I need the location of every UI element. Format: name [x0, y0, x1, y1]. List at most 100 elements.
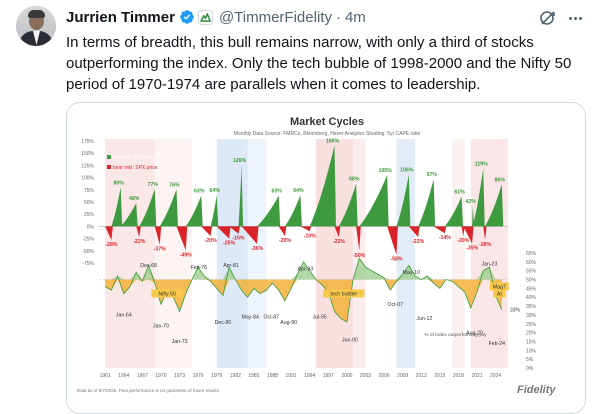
bull-peak-label: 166% — [326, 138, 340, 144]
breadth-annotation: Jan-64 — [116, 313, 132, 319]
breadth-below-threshold-area — [105, 279, 502, 322]
annotation-box — [151, 289, 183, 298]
breadth-annotation: May-10 — [403, 270, 420, 276]
lower-y-tick-label: 15% — [526, 339, 537, 345]
chart-footnote: Data as of 9/7/2025. Past performance is… — [77, 388, 220, 393]
bear-trough-label: -49% — [180, 252, 192, 258]
bull-peak-label: 106% — [400, 168, 414, 174]
upper-y-tick-label: 50% — [84, 200, 95, 206]
x-tick-label: 2009 — [397, 373, 408, 379]
x-tick-label: 1967 — [137, 373, 148, 379]
bear-market-area — [461, 226, 465, 237]
breadth-annotation: Mag7 — [493, 284, 506, 290]
avatar[interactable] — [16, 6, 56, 46]
bear-trough-label: -25% — [223, 241, 235, 247]
upper-y-tick-label: 25% — [84, 212, 95, 218]
grok-icon[interactable] — [538, 8, 558, 28]
upper-y-tick-label: -50% — [82, 249, 94, 255]
upper-y-tick-label: 175% — [81, 139, 94, 145]
bear-trough-label: -22% — [133, 239, 145, 245]
bull-market-area — [284, 195, 302, 227]
bear-market-area — [387, 226, 398, 255]
bull-peak-label: 64% — [293, 188, 304, 194]
bear-market-area — [300, 226, 312, 232]
upper-y-tick-label: -25% — [82, 237, 94, 243]
author-name[interactable]: Jurrien Timmer — [66, 8, 175, 26]
cape-shading-band — [154, 139, 192, 368]
upper-y-tick-label: 0% — [87, 224, 95, 230]
bear-trough-label: -36% — [251, 246, 263, 252]
bull-peak-label: 77% — [148, 182, 159, 188]
bull-peak-label: 48% — [129, 196, 140, 202]
author-handle[interactable]: @TimmerFidelity — [218, 8, 332, 26]
bear-trough-label: -10% — [304, 233, 316, 239]
x-tick-label: 1985 — [248, 373, 259, 379]
lower-y-tick-label: 30% — [526, 313, 537, 319]
upper-y-tick-label: 150% — [81, 151, 94, 157]
breadth-annotation: Nifty 50 — [158, 291, 176, 297]
annotation-box — [493, 289, 506, 298]
bear-trough-label: -35% — [466, 245, 478, 251]
chart-title: Market Cycles — [290, 116, 364, 128]
bull-market-area — [338, 183, 358, 227]
x-tick-label: 1982 — [230, 373, 241, 379]
bull-peak-label: 119% — [475, 161, 488, 167]
breadth-annotation: Jan-23 — [481, 261, 497, 267]
lower-y-tick-label: 0% — [526, 366, 534, 372]
bull-market-area — [139, 188, 157, 227]
breadth-annotation: Jul-95 — [313, 314, 327, 320]
lower-y-tick-label: 40% — [526, 295, 537, 301]
chart-subtitle: Monthly Data Source: FMRCo, Bloomberg, H… — [234, 131, 421, 137]
bear-market-area — [154, 226, 162, 245]
legend-bull-swatch — [107, 155, 111, 159]
x-tick-label: 1970 — [155, 373, 166, 379]
lower-y-tick-label: 35% — [526, 304, 537, 310]
upper-y-tick-label: 75% — [84, 188, 95, 194]
more-icon[interactable] — [565, 8, 585, 28]
lower-y-tick-label: 45% — [526, 286, 537, 292]
bear-trough-label: -20% — [457, 238, 469, 244]
bear-market-area — [105, 226, 113, 241]
breadth-annotation: Aug-20 — [466, 330, 483, 336]
x-tick-label: 1997 — [323, 373, 334, 379]
bear-market-area — [278, 226, 287, 237]
bear-trough-label: -28% — [105, 242, 117, 248]
bear-market-area — [241, 226, 259, 244]
verified-badge-icon[interactable] — [179, 9, 195, 25]
fidelity-affiliate-icon[interactable] — [197, 9, 213, 25]
breadth-above-threshold-area — [105, 258, 502, 280]
separator: · — [335, 8, 341, 26]
chart-image[interactable]: Market Cycles Monthly Data Source: FMRCo,… — [66, 102, 586, 414]
x-tick-label: 1964 — [118, 373, 129, 379]
upper-y-tick-label: 125% — [81, 163, 94, 169]
bear-market-area — [136, 226, 141, 238]
lower-y-tick-label: 55% — [526, 269, 537, 275]
bull-peak-label: 63% — [194, 189, 205, 195]
lower-y-tick-label: 20% — [526, 331, 537, 337]
breadth-annotation: Apr-93 — [298, 267, 314, 273]
breadth-annotation: Dec-80 — [215, 320, 232, 326]
bull-market-area — [111, 187, 123, 227]
bull-market-area — [472, 205, 475, 227]
bull-peak-label: 61% — [454, 190, 465, 196]
bear-trough-label: -20% — [279, 238, 291, 244]
bull-peak-label: 126% — [233, 158, 247, 164]
bull-peak-label: 76% — [169, 182, 180, 188]
bull-market-area — [238, 164, 244, 227]
x-tick-label: 1973 — [174, 373, 185, 379]
breadth-annotation: Feb-24 — [489, 341, 506, 347]
bull-market-area — [444, 196, 464, 227]
x-tick-label: 2012 — [416, 373, 427, 379]
breadth-annotation: Dec-68 — [140, 263, 157, 269]
legend-bear-swatch — [107, 165, 111, 169]
x-tick-label: 2015 — [434, 373, 445, 379]
bull-peak-label: 88% — [349, 176, 360, 182]
upper-y-tick-label: -75% — [82, 261, 94, 267]
bull-market-area — [418, 179, 436, 227]
timestamp[interactable]: 4m — [344, 8, 366, 26]
cape-shading-band — [105, 139, 155, 368]
breadth-annotation: AI — [497, 291, 502, 297]
bear-market-area — [216, 226, 231, 239]
annotation-box — [323, 289, 365, 298]
bear-market-area — [334, 226, 341, 238]
